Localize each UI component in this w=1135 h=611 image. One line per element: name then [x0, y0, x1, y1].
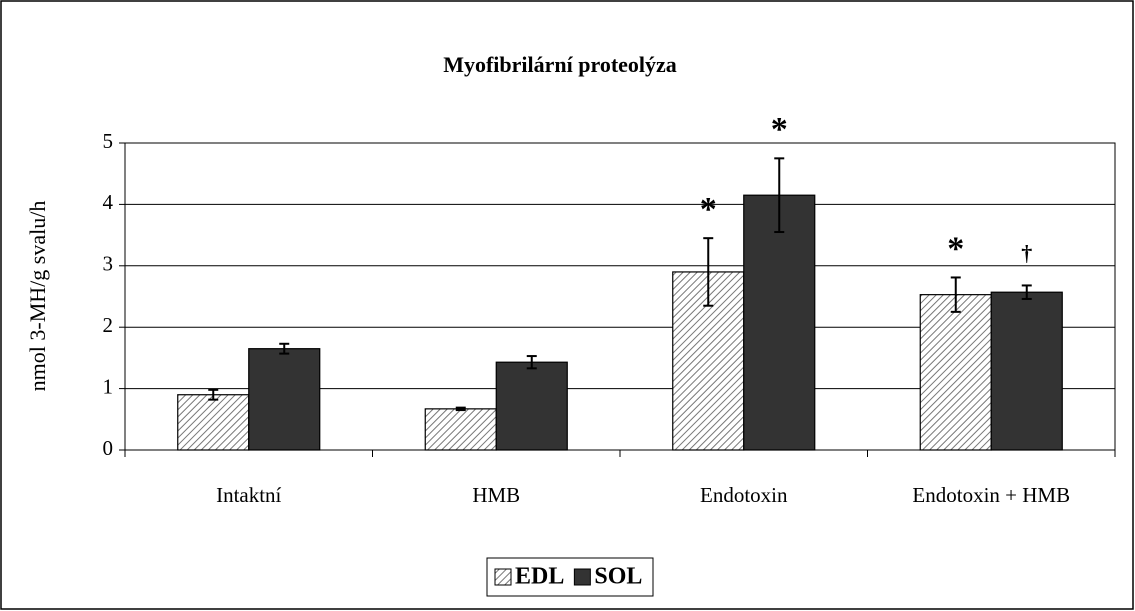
significance-marker: * — [771, 111, 788, 148]
y-tick-label: 1 — [103, 374, 114, 398]
bar — [177, 394, 250, 451]
chart-title: Myofibrilární proteolýza — [443, 52, 677, 77]
bar — [424, 408, 497, 451]
y-tick-label: 4 — [103, 190, 114, 214]
significance-marker: * — [700, 191, 717, 228]
x-tick-label: Endotoxin + HMB — [912, 483, 1070, 507]
significance-marker: † — [1021, 240, 1032, 265]
significance-marker: * — [947, 230, 964, 267]
legend-swatch — [573, 568, 591, 586]
bar — [919, 294, 992, 451]
error-bar — [950, 276, 961, 313]
error-bar — [703, 237, 714, 307]
x-tick-label: Endotoxin — [700, 483, 788, 507]
bar — [990, 291, 1063, 451]
error-bar — [774, 157, 785, 234]
error-bar — [455, 406, 466, 412]
error-bar — [1021, 284, 1032, 300]
legend-swatch — [494, 568, 512, 586]
x-tick-label: HMB — [472, 483, 520, 507]
y-tick-label: 2 — [103, 313, 114, 337]
bar — [743, 194, 816, 451]
legend-label: EDL — [515, 564, 564, 590]
y-tick-label: 0 — [103, 436, 114, 460]
y-tick-label: 3 — [103, 252, 114, 276]
error-bar — [279, 342, 290, 355]
bar — [672, 271, 745, 451]
error-bar — [526, 355, 537, 370]
legend-box — [486, 557, 654, 597]
bar — [495, 361, 568, 451]
bar — [248, 348, 321, 451]
y-tick-label: 5 — [103, 129, 114, 153]
x-tick-label: Intaktní — [216, 483, 281, 507]
error-bar — [208, 388, 219, 401]
legend-label: SOL — [594, 564, 642, 590]
y-axis-label: nmol 3-MH/g svalu/h — [25, 201, 50, 392]
